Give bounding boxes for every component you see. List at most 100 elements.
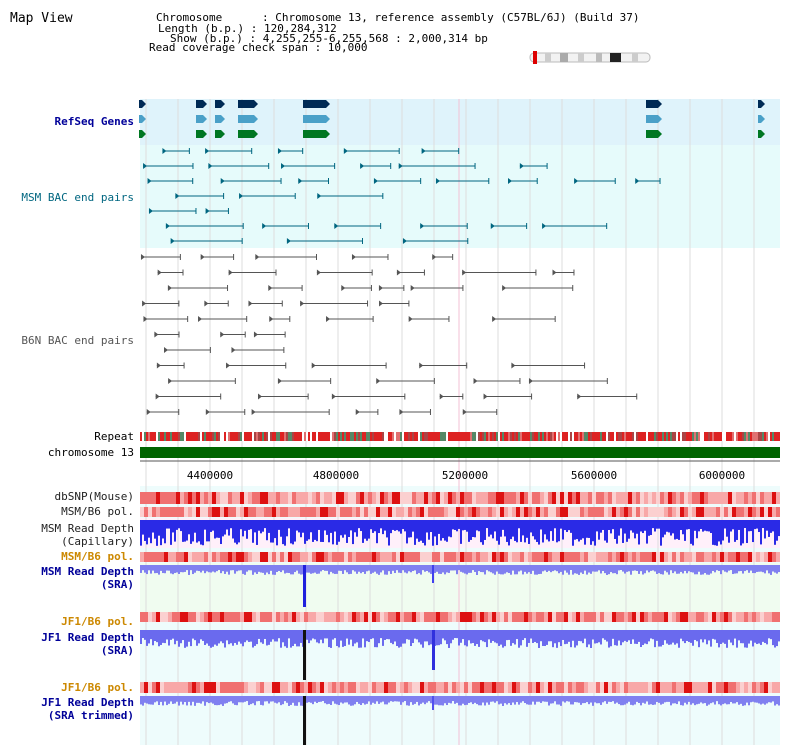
msm-bac-end <box>148 208 153 214</box>
msm-b6-pol-band <box>288 507 292 517</box>
dbsnp-band <box>432 492 436 504</box>
jf1-depth <box>156 630 158 643</box>
jf1-depth <box>538 630 540 648</box>
jf1-b6-pol2-band <box>208 682 212 693</box>
msm-b6-pol2-band <box>360 552 364 562</box>
msm-sra-depth <box>160 565 162 571</box>
repeat-segment <box>404 432 406 441</box>
dbsnp-band <box>416 492 420 504</box>
msm-sra-depth <box>412 565 414 572</box>
jf1-depth <box>542 630 544 646</box>
msm-b6-pol2-band <box>292 552 296 562</box>
msm-bac-end-pairs[interactable] <box>143 148 661 244</box>
msm-b6-pol2-band <box>660 552 664 562</box>
jf1-b6-pol-band <box>480 612 484 622</box>
msm-sra-depth <box>348 565 350 575</box>
jf1-trim-depth <box>680 696 682 706</box>
jf1-trim-depth <box>218 696 220 706</box>
msm-bac-end <box>317 193 322 199</box>
msm-b6-pol2-band <box>452 552 456 562</box>
msm-b6-pol2-band <box>356 552 360 562</box>
jf1-trim-depth <box>360 696 362 706</box>
jf1-depth <box>568 630 570 642</box>
refseq-genes[interactable] <box>139 100 765 138</box>
msm-cap-depth <box>168 520 170 529</box>
jf1-depth <box>556 630 558 648</box>
jf1-b6-pol2-band <box>448 682 452 693</box>
repeat-segment <box>396 432 398 441</box>
msm-cap-depth <box>218 520 220 538</box>
repeat-segment <box>336 432 338 441</box>
jf1-depth <box>332 630 334 640</box>
msm-sra-depth <box>228 565 230 575</box>
jf1-depth <box>742 630 744 644</box>
repeat-segment <box>522 432 524 441</box>
chromosome-ideogram[interactable] <box>529 51 651 64</box>
jf1-b6-pol-band <box>248 612 252 622</box>
jf1-trim-depth <box>582 696 584 704</box>
jf1-trim-depth <box>410 696 412 703</box>
msm-cap-depth <box>614 520 616 539</box>
repeat-segment <box>338 432 340 441</box>
jf1-b6-pol2-band <box>728 682 732 693</box>
jf1-depth <box>668 630 670 645</box>
msm-cap-depth <box>244 520 246 531</box>
jf1-trim-depth <box>588 696 590 705</box>
coverage-tracks <box>140 492 780 745</box>
b6n-bac-end <box>439 393 444 400</box>
jf1-b6-pol-band <box>640 612 644 622</box>
msm-cap-depth <box>756 520 758 529</box>
jf1-b6-pol-band <box>144 612 148 622</box>
jf1-trim-depth <box>294 696 296 706</box>
repeat-segment <box>554 432 556 441</box>
repeat-segment <box>420 432 422 441</box>
jf1-trim-depth <box>226 696 228 704</box>
chromosome-bar[interactable] <box>140 447 780 458</box>
jf1-trim-depth <box>622 696 624 706</box>
msm-cap-depth <box>732 520 734 530</box>
dbsnp-band <box>456 492 460 504</box>
msm-cap-depth <box>524 520 526 543</box>
jf1-depth <box>388 630 390 640</box>
jf1-depth <box>232 630 234 646</box>
b6n-bac-end-pairs[interactable] <box>140 254 638 415</box>
msm-cap-depth <box>702 520 704 532</box>
jf1-b6-pol-band <box>284 612 288 622</box>
msm-b6-pol2-band <box>200 552 204 562</box>
jf1-depth <box>754 630 756 643</box>
msm-sra-depth <box>610 565 612 573</box>
jf1-trim-depth <box>618 696 620 705</box>
jf1-depth <box>430 630 432 645</box>
jf1-trim-depth <box>654 696 656 705</box>
msm-sra-depth <box>488 565 490 572</box>
msm-b6-pol-band <box>488 507 492 517</box>
dbsnp-band <box>492 492 496 504</box>
msm-sra-depth <box>270 565 272 571</box>
dbsnp-band <box>472 492 476 504</box>
jf1-b6-pol-band <box>372 612 376 622</box>
jf1-depth <box>750 630 752 641</box>
jf1-depth <box>266 630 268 646</box>
jf1-trim-depth <box>230 696 232 702</box>
msm-cap-depth <box>376 520 378 544</box>
jf1-b6-pol2-band <box>516 682 520 693</box>
jf1-depth <box>684 630 686 644</box>
jf1-trim-depth <box>692 696 694 704</box>
jf1-b6-pol2-band <box>588 682 592 693</box>
dbsnp-band <box>512 492 516 504</box>
dbsnp-band <box>284 492 288 504</box>
jf1-b6-pol2-band <box>268 682 272 693</box>
jf1-trim-depth <box>332 696 334 702</box>
jf1-b6-pol-band <box>224 612 228 622</box>
gene-block <box>215 115 221 123</box>
jf1-depth <box>178 630 180 647</box>
dbsnp-band <box>280 492 284 504</box>
jf1-trim-depth <box>580 696 582 705</box>
position-axis: 4400000 4800000 5200000 5600000 6000000 <box>140 460 780 482</box>
msm-sra-depth <box>354 565 356 572</box>
jf1-depth <box>574 630 576 648</box>
msm-cap-depth <box>162 520 164 539</box>
msm-bac-end <box>277 148 282 154</box>
jf1-trim-depth <box>458 696 460 706</box>
